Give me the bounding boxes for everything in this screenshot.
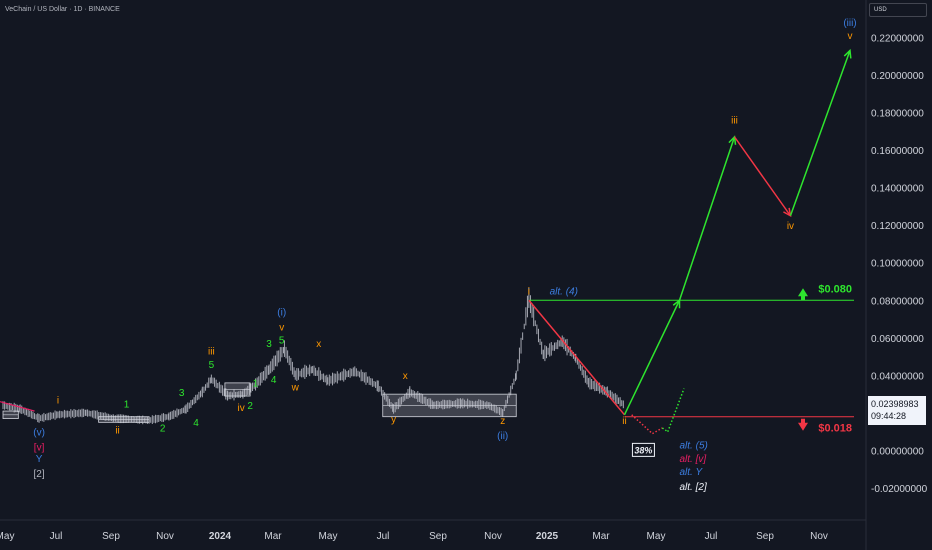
wave-label: (ii) [497,431,508,442]
wave-label: alt. (5) [680,441,708,452]
wave-label: iii [208,347,215,358]
wave-label: z [500,416,505,427]
y-tick-label: 0.12000000 [871,221,924,232]
wave-label: iv [238,403,245,414]
wave-label: i [528,287,530,298]
consolidation-boxes [2,382,517,423]
projection-segment [733,136,792,217]
wave-label: Y [36,454,43,465]
wave-label: 3 [266,339,272,350]
x-tick-label: Mar [592,531,610,542]
invalidation-level-label: $0.018 [818,423,852,435]
y-tick-label: 0.10000000 [871,259,924,270]
alt-projection-segment [676,388,685,406]
x-tick-label: Jul [705,531,718,542]
y-tick-label: 0.08000000 [871,296,924,307]
x-tick-label: Nov [156,531,174,542]
wave-label: 5 [209,360,215,371]
wave-label: alt. [2] [680,482,707,493]
x-tick-label: Jul [377,531,390,542]
wave-label: iv [787,221,794,232]
wave-label: (iii) [843,18,856,29]
wave-label: 5 [279,335,285,346]
alt-projection-segment [667,405,679,432]
projection-segment [678,136,736,301]
retracement-badge [631,442,655,457]
arrow-up-icon [798,288,808,301]
x-tick-label: 2024 [209,531,232,542]
correction-line [528,299,626,416]
wave-label: i [57,396,59,407]
x-tick-label: May [0,531,14,542]
last-price-value: 0.02398983 [871,399,919,409]
retracement-badge-label: 38% [634,445,652,455]
x-tick-label: 2025 [536,531,559,542]
y-axis-ticks: 0.22000000 0.20000000 0.18000000 0.16000000… [871,33,928,495]
target-level-label: $0.080 [818,283,852,295]
wave-label: iii [731,116,738,127]
x-tick-label: May [319,531,338,542]
x-tick-label: Nov [484,531,502,542]
wave-label: 3 [179,388,185,399]
x-tick-label: Nov [810,531,828,542]
wave-label: 1 [124,399,130,410]
wave-label: alt. (4) [550,287,578,298]
x-axis-ticks: May Jul Sep Nov 2024 Mar May Jul Sep Nov 2025 Mar Ma… [0,531,828,542]
alt-projection-segment [631,414,653,435]
wave-label: alt. [v] [680,454,707,465]
y-tick-label: 0.16000000 [871,146,924,157]
prior-trend-line [0,401,35,412]
wave-label: 2 [247,401,253,412]
wave-label: v [847,31,852,42]
y-tick-label: -0.02000000 [871,484,928,495]
x-tick-label: Jul [50,531,63,542]
wave-label: x [403,371,408,382]
x-tick-label: Sep [429,531,447,542]
last-price-tag: 0.02398983 09:44:28 [868,396,926,425]
wave-label: ii [115,426,119,437]
alt-projection-path [631,388,685,435]
wave-label: [v] [34,443,45,454]
y-tick-label: 0.04000000 [871,371,924,382]
wave-label: y [391,414,396,425]
wave-label: w [291,382,300,393]
wave-label: 4 [271,375,277,386]
wave-label: alt. Y [680,467,704,478]
wave-label: ii [622,416,626,427]
y-tick-label: 0.00000000 [871,447,924,458]
wave-label: 4 [193,418,199,429]
wave-label: x [316,339,321,350]
y-tick-label: 0.06000000 [871,334,924,345]
wave-label: (v) [33,427,45,438]
arrow-down-icon [798,418,808,431]
currency-selector[interactable]: USD [869,3,927,17]
wave-label: (i) [277,307,286,318]
y-tick-label: 0.22000000 [871,33,924,44]
x-tick-label: Sep [756,531,774,542]
y-tick-label: 0.18000000 [871,108,924,119]
price-levels: $0.080 $0.018 [528,283,854,435]
y-tick-label: 0.20000000 [871,71,924,82]
symbol-title: VeChain / US Dollar · 1D · BINANCE [5,6,120,13]
x-tick-label: May [647,531,666,542]
bar-countdown: 09:44:28 [871,411,907,421]
projection-segment [789,50,851,217]
projection-segment [623,299,681,416]
x-tick-label: Mar [264,531,282,542]
wave-label: 2 [160,424,166,435]
projection-path [0,48,852,416]
wave-label: 1 [253,379,259,390]
wave-label: [2] [34,469,45,480]
wave-label: v [279,322,284,333]
y-tick-label: 0.14000000 [871,184,924,195]
alt-projection-segment [661,427,669,433]
x-tick-label: Sep [102,531,120,542]
projection-arrowhead [843,48,852,59]
